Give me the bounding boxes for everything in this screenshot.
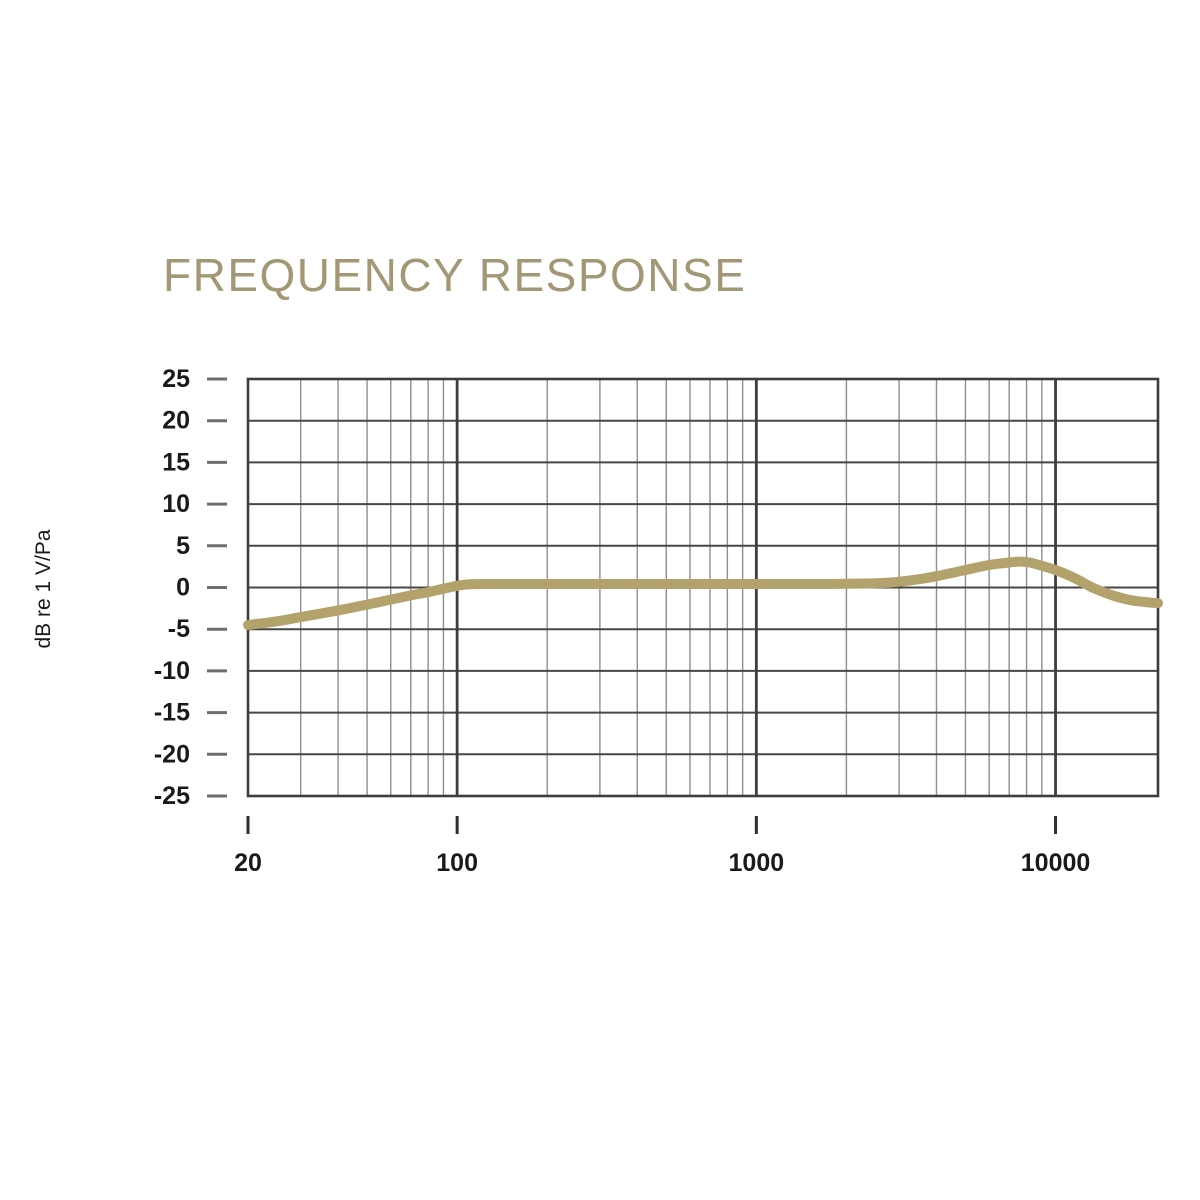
- y-tick-label: 5: [176, 532, 190, 560]
- y-tick-label: 25: [162, 365, 190, 393]
- y-tick-label: 15: [162, 448, 190, 476]
- y-tick-label: 0: [176, 574, 190, 602]
- chart-title: FREQUENCY RESPONSE: [163, 249, 747, 301]
- response-curve: [243, 556, 1163, 630]
- y-tick-label: -5: [168, 615, 190, 643]
- y-tick-label: -15: [154, 699, 190, 727]
- x-tick-label: 1000: [729, 849, 785, 877]
- x-tick-label: 10000: [1021, 849, 1091, 877]
- y-tick-label: -10: [154, 657, 190, 685]
- y-tick-label: -25: [154, 782, 190, 810]
- x-tick-label: 20: [234, 849, 262, 877]
- y-tick-label: 10: [162, 490, 190, 518]
- x-tick-label: 100: [436, 849, 478, 877]
- plot-border: [246, 377, 1160, 798]
- y-tick-label: -20: [154, 740, 190, 768]
- y-tick-label: 20: [162, 407, 190, 435]
